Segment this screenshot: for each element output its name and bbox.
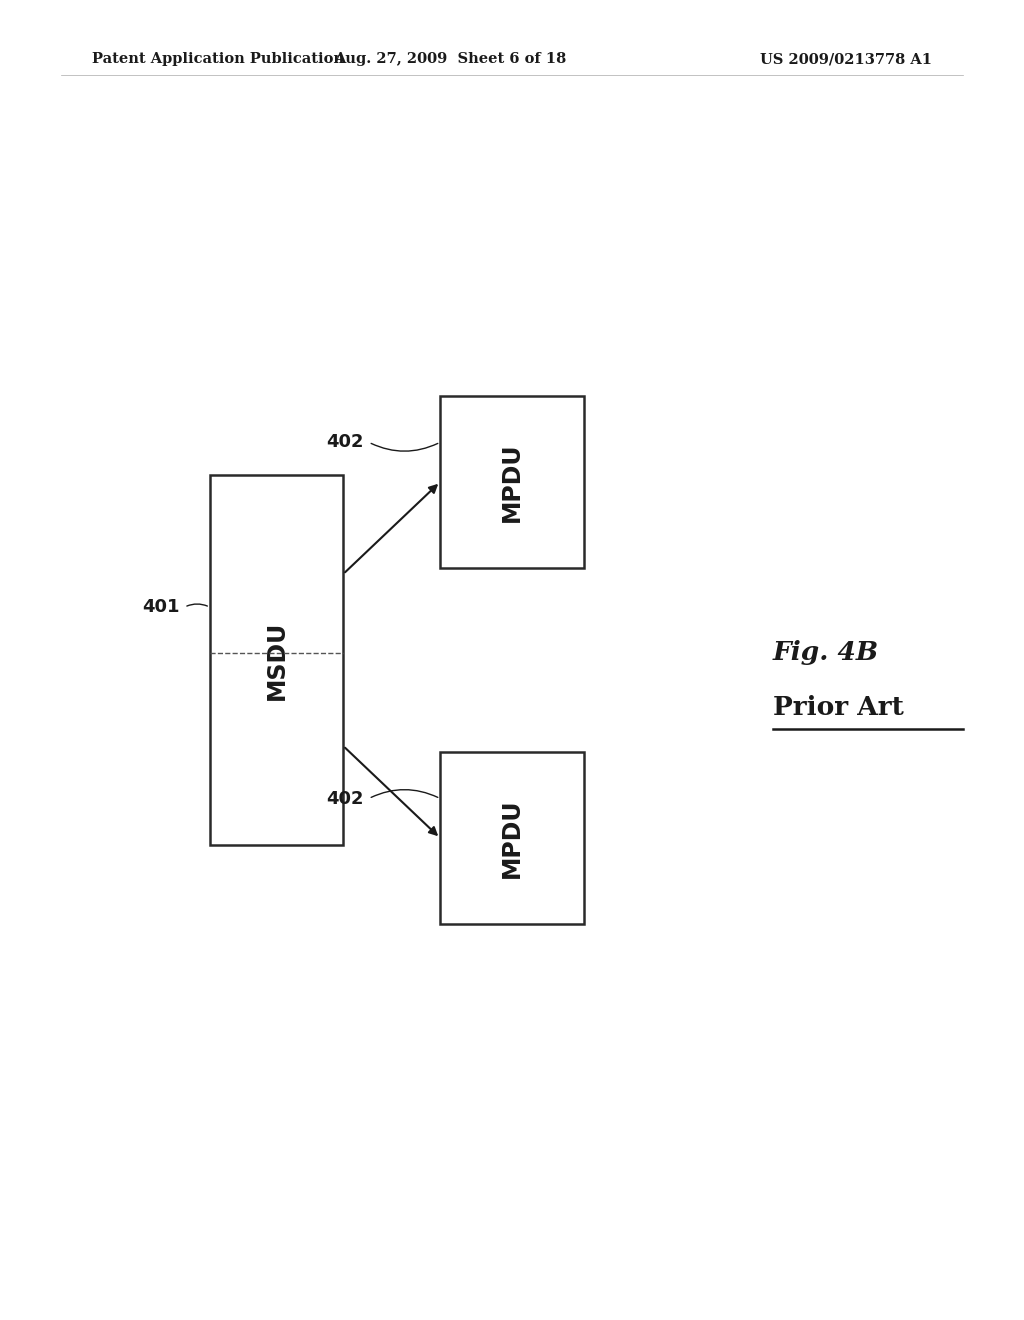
Text: US 2009/0213778 A1: US 2009/0213778 A1 (760, 53, 932, 66)
Text: 402: 402 (326, 789, 364, 808)
Text: 401: 401 (141, 598, 179, 616)
Text: Fig. 4B: Fig. 4B (773, 640, 880, 664)
Bar (440, 752, 584, 924)
Text: 402: 402 (326, 433, 364, 451)
Bar (210, 475, 343, 845)
Text: MPDU: MPDU (500, 442, 524, 521)
Text: Patent Application Publication: Patent Application Publication (92, 53, 344, 66)
Text: MSDU: MSDU (264, 620, 289, 700)
Text: Aug. 27, 2009  Sheet 6 of 18: Aug. 27, 2009 Sheet 6 of 18 (335, 53, 566, 66)
Bar (440, 396, 584, 568)
Text: MPDU: MPDU (500, 799, 524, 878)
Text: Prior Art: Prior Art (773, 696, 904, 719)
